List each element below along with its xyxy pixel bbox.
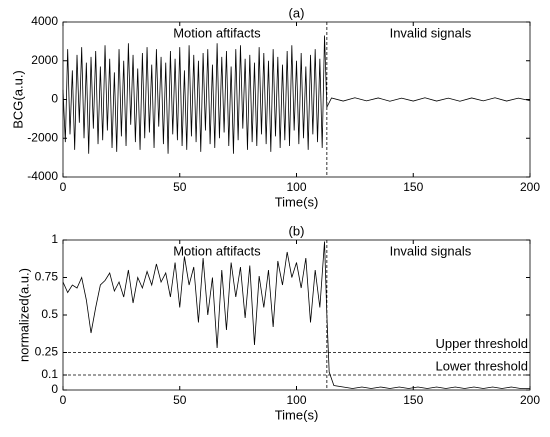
- y-tick-label: 0.5: [41, 307, 58, 321]
- chart-title: (b): [289, 223, 305, 238]
- y-tick-label: -2000: [27, 130, 58, 144]
- annotation: Motion aftifacts: [173, 243, 261, 258]
- y-tick-label: 4000: [31, 14, 58, 28]
- x-tick-label: 0: [60, 393, 67, 407]
- y-tick-label: 0: [51, 382, 58, 396]
- y-tick-label: 2000: [31, 53, 58, 67]
- plot-frame: [62, 21, 531, 178]
- x-tick-label: 50: [173, 180, 187, 194]
- x-tick-label: 150: [403, 180, 423, 194]
- y-tick-label: 0: [51, 92, 58, 106]
- x-tick-label: 100: [286, 393, 306, 407]
- chart-title: (a): [289, 5, 305, 20]
- y-axis-label: normalized(a.u.): [16, 268, 31, 362]
- x-tick-label: 200: [520, 180, 540, 194]
- y-tick-label: 0.75: [35, 270, 59, 284]
- y-tick-label: -4000: [27, 169, 58, 183]
- x-tick-label: 50: [173, 393, 187, 407]
- y-axis-label: BCG(a.u.): [10, 70, 25, 129]
- y-tick-label: 0.1: [41, 367, 58, 381]
- annotation: Invalid signals: [390, 25, 472, 40]
- signal-line: [62, 35, 531, 154]
- x-tick-label: 200: [520, 393, 540, 407]
- x-tick-label: 100: [286, 180, 306, 194]
- annotation: Motion aftifacts: [173, 25, 261, 40]
- x-axis-label: Time(s): [275, 194, 319, 209]
- x-tick-label: 150: [403, 393, 423, 407]
- threshold-label: Lower threshold: [436, 358, 529, 373]
- x-tick-label: 0: [60, 180, 67, 194]
- signal-line: [62, 241, 530, 389]
- annotation: Invalid signals: [390, 243, 472, 258]
- x-axis-label: Time(s): [275, 407, 319, 422]
- threshold-label: Upper threshold: [436, 336, 529, 351]
- y-tick-label: 1: [51, 232, 58, 246]
- y-tick-label: 0.25: [35, 345, 59, 359]
